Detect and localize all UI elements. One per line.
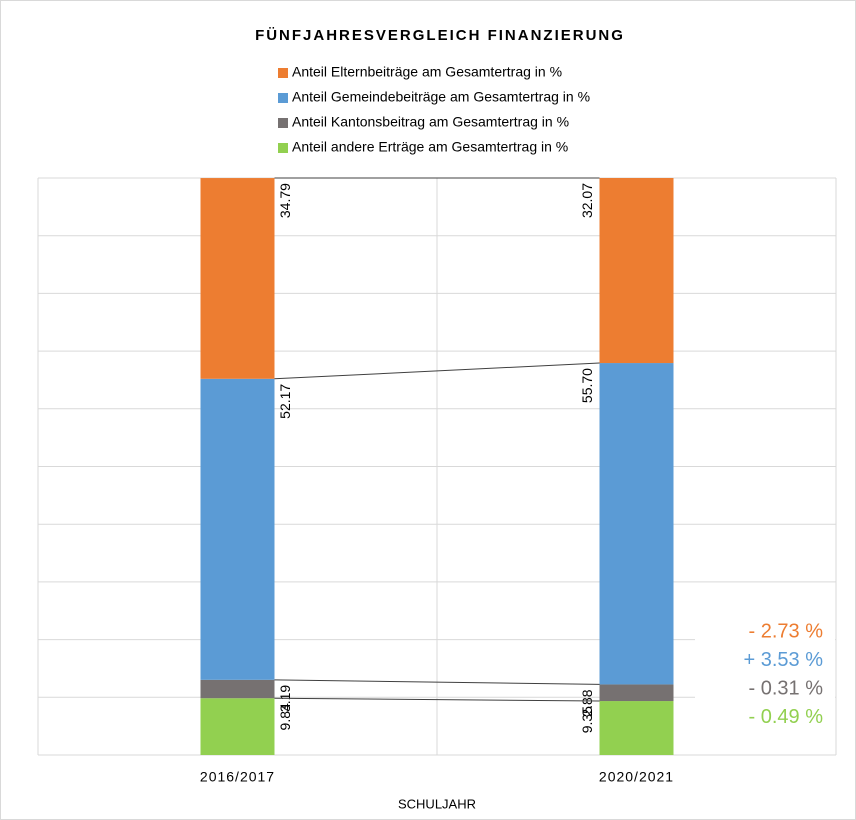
legend-swatch [278,143,288,153]
bar-segment [599,701,674,755]
annotation: - 2.73 % [749,620,824,642]
series-line [274,362,600,380]
data-label: 34.79 [277,183,293,218]
bar-segment [200,679,275,699]
x-axis-title: SCHULJAHR [398,796,476,811]
data-label: 2.88 [579,689,595,716]
legend-label: Anteil Gemeindebeiträge am Gesamtertrag … [292,89,590,105]
chart-title: FÜNFJAHRESVERGLEICH FINANZIERUNG [255,27,625,44]
series-line [274,697,600,702]
legend-label: Anteil Elternbeiträge am Gesamtertrag in… [292,64,562,80]
bar-segment [200,698,275,755]
bar-segment [599,178,674,364]
annotation: + 3.53 % [743,649,823,671]
legend-swatch [278,118,288,128]
bar-segment [599,363,674,685]
data-label: 32.07 [579,183,595,218]
legend-label: Anteil Kantonsbeitrag am Gesamtertrag in… [292,114,569,130]
annotation: - 0.31 % [749,677,824,699]
data-label: 55.70 [579,368,595,403]
data-label: 9.84 [277,703,293,730]
series-line [274,679,600,685]
bar-segment [599,684,674,702]
x-tick-label: 2016/2017 [200,769,275,785]
bar-segment [200,178,275,379]
annotation-box [695,614,835,736]
legend-label: Anteil andere Erträge am Gesamtertrag in… [292,139,568,155]
x-tick-label: 2020/2021 [599,769,674,785]
data-label: 52.17 [277,384,293,419]
legend-swatch [278,68,288,78]
data-label: 9.35 [579,706,595,733]
legend-swatch [278,93,288,103]
annotation: - 0.49 % [749,706,824,728]
bar-segment [200,378,275,680]
